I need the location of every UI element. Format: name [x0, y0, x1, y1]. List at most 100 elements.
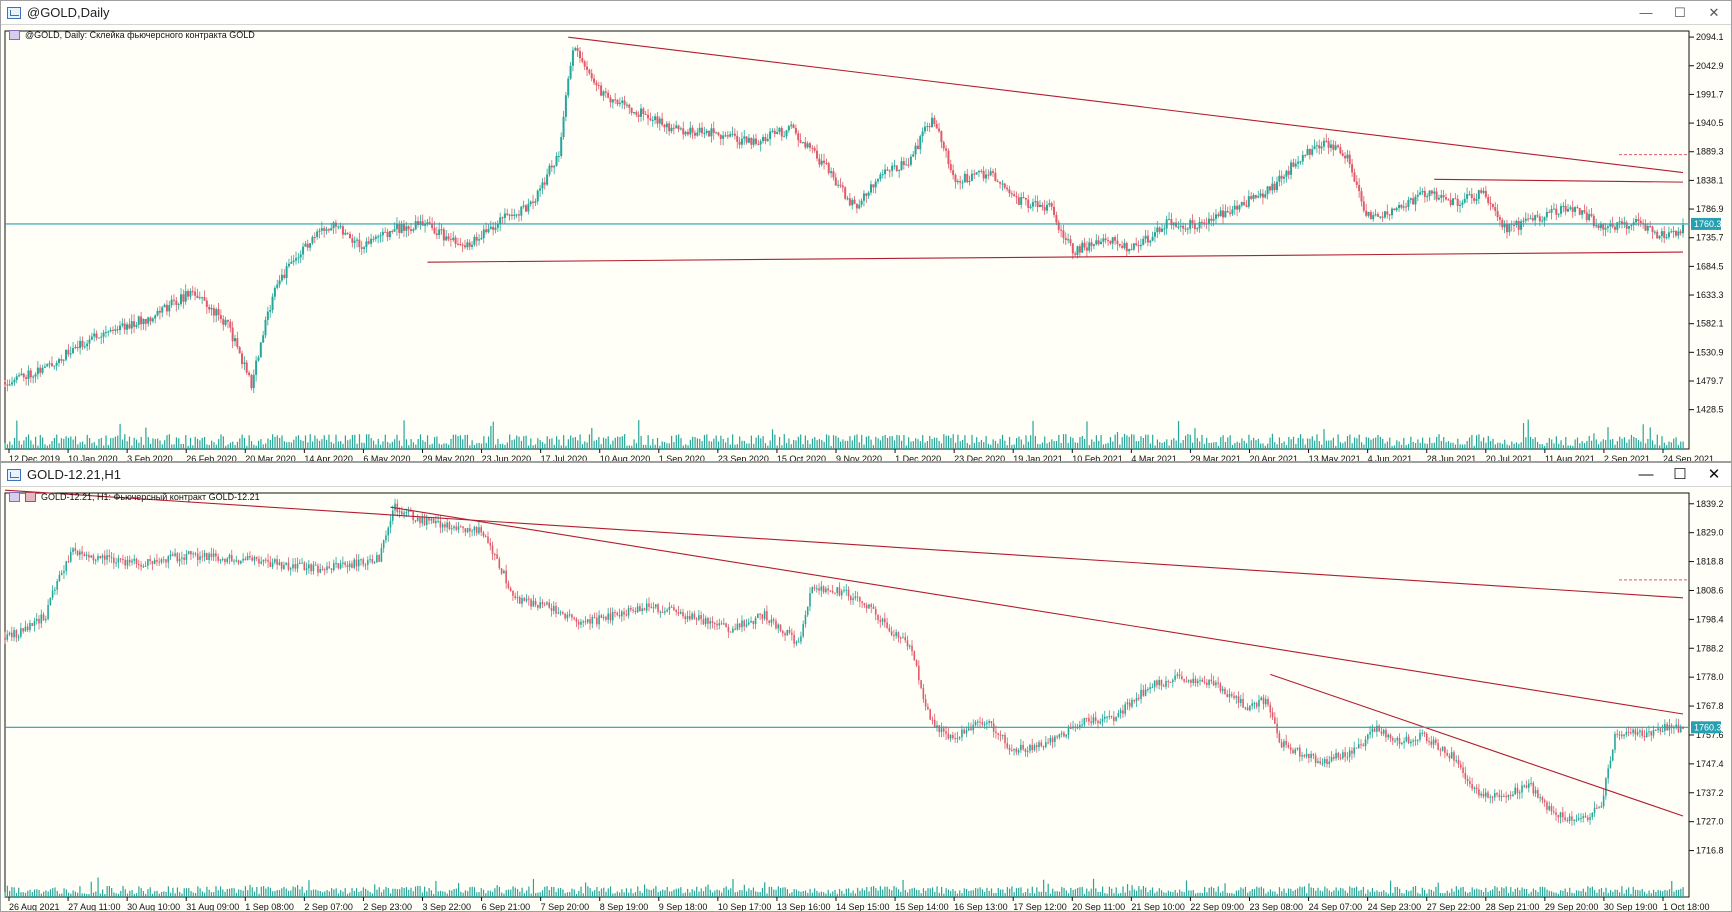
volume-bar	[739, 436, 741, 449]
candle-body	[224, 558, 226, 563]
close-button[interactable]: ✕	[1707, 466, 1721, 483]
volume-bar	[1605, 440, 1607, 449]
volume-bar	[760, 438, 762, 449]
volume-bar	[950, 438, 952, 449]
volume-bar	[687, 445, 689, 449]
volume-bar	[972, 890, 974, 897]
candle-body	[718, 623, 721, 626]
candle-body	[1124, 704, 1126, 714]
candle-body	[1407, 736, 1410, 744]
candle-body	[1677, 231, 1680, 236]
candle-body	[956, 737, 959, 739]
volume-bar	[478, 892, 480, 897]
candle-body	[1410, 741, 1412, 744]
candle-body	[482, 532, 485, 537]
trendline[interactable]	[4, 489, 1684, 599]
volume-bar	[372, 440, 375, 449]
candle-body	[1071, 243, 1074, 254]
candle-body	[177, 304, 180, 306]
candle-body	[931, 117, 934, 128]
volume-bar	[91, 443, 93, 449]
volume-bar	[1408, 891, 1410, 897]
volume-bar	[1462, 886, 1464, 897]
volume-bar	[954, 442, 957, 449]
trendline[interactable]	[1270, 673, 1684, 817]
volume-bar	[852, 890, 854, 897]
volume-bar	[401, 887, 403, 897]
volume-bar	[639, 890, 641, 897]
volume-bar	[724, 442, 727, 449]
minimize-button[interactable]: —	[1638, 466, 1654, 483]
trendline[interactable]	[1434, 178, 1684, 183]
volume-bar	[1650, 893, 1652, 897]
volume-bar	[516, 435, 518, 449]
maximize-button[interactable]: ☐	[1673, 466, 1687, 483]
candle-body	[507, 583, 510, 589]
daily-candlestick-chart[interactable]: 2094.12042.91991.71940.51889.31838.11786…	[1, 25, 1731, 461]
candle-body	[1367, 734, 1369, 740]
candle-body	[1675, 724, 1677, 728]
daily-window-titlebar[interactable]: @GOLD,Daily — ☐ ✕	[1, 1, 1731, 25]
h1-chart-window[interactable]: GOLD-12.21,H1 — ☐ ✕ 1839.2 1829.0 1818.8 18…	[0, 462, 1732, 912]
volume-bar	[823, 441, 825, 449]
candle-body	[442, 229, 445, 241]
candle-body	[1581, 210, 1584, 215]
volume-bar	[1560, 440, 1562, 449]
volume-bar	[410, 887, 412, 897]
volume-bar	[1217, 445, 1220, 449]
volume-bar	[1594, 890, 1596, 897]
candle-body	[41, 367, 44, 373]
candle-body	[1092, 244, 1095, 246]
candle-body	[419, 221, 422, 225]
candle-body	[1459, 764, 1462, 768]
volume-bar	[156, 890, 158, 897]
volume-bar	[612, 440, 614, 449]
candle-body	[428, 222, 431, 224]
volume-bar	[634, 892, 637, 897]
candle-body	[482, 229, 485, 239]
trendline[interactable]	[427, 251, 1684, 263]
h1-candlestick-chart[interactable]: 1839.21829.01818.81808.61798.41788.21778…	[1, 487, 1731, 911]
volume-bar	[1015, 438, 1018, 449]
candle-body	[35, 618, 38, 621]
volume-bar	[1015, 888, 1018, 897]
volume-bar	[1126, 884, 1129, 897]
candle-body	[381, 231, 384, 236]
candle-body	[1304, 155, 1307, 157]
candle-body	[949, 734, 952, 739]
volume-bar	[856, 434, 858, 449]
volume-bar	[1419, 442, 1421, 449]
volume-bar	[1508, 445, 1511, 449]
candle-body	[966, 173, 969, 183]
candle-body	[1106, 716, 1108, 718]
candle-body	[72, 347, 75, 354]
volume-bar	[1445, 442, 1447, 449]
volume-bar	[1055, 441, 1058, 449]
candle-body	[158, 561, 160, 563]
maximize-button[interactable]: ☐	[1674, 5, 1686, 20]
volume-bar	[1398, 441, 1400, 449]
volume-bar	[908, 437, 910, 449]
candle-body	[1076, 246, 1079, 255]
daily-chart-window[interactable]: @GOLD,Daily — ☐ ✕ 2094.1 2042.9 1991.7 1940…	[0, 0, 1732, 462]
candle-body	[918, 665, 920, 681]
h1-window-titlebar[interactable]: GOLD-12.21,H1 — ☐ ✕	[1, 463, 1731, 487]
trendline[interactable]	[568, 36, 1684, 174]
candle-body	[1278, 175, 1281, 182]
candle-body	[541, 182, 544, 189]
volume-bar	[1285, 893, 1287, 897]
candle-body	[983, 724, 986, 726]
candle-body	[431, 223, 434, 229]
volume-bar	[825, 893, 827, 897]
candle-body	[1015, 748, 1018, 753]
volume-bar	[858, 442, 860, 449]
volume-bar	[498, 886, 501, 897]
trendline[interactable]	[390, 506, 1684, 715]
close-button[interactable]: ✕	[1708, 5, 1720, 20]
volume-bar	[539, 440, 541, 449]
volume-bar	[694, 437, 696, 449]
volume-bar	[1140, 436, 1142, 449]
minimize-button[interactable]: —	[1639, 5, 1653, 20]
volume-bar	[926, 440, 929, 449]
candle-body	[927, 706, 929, 710]
